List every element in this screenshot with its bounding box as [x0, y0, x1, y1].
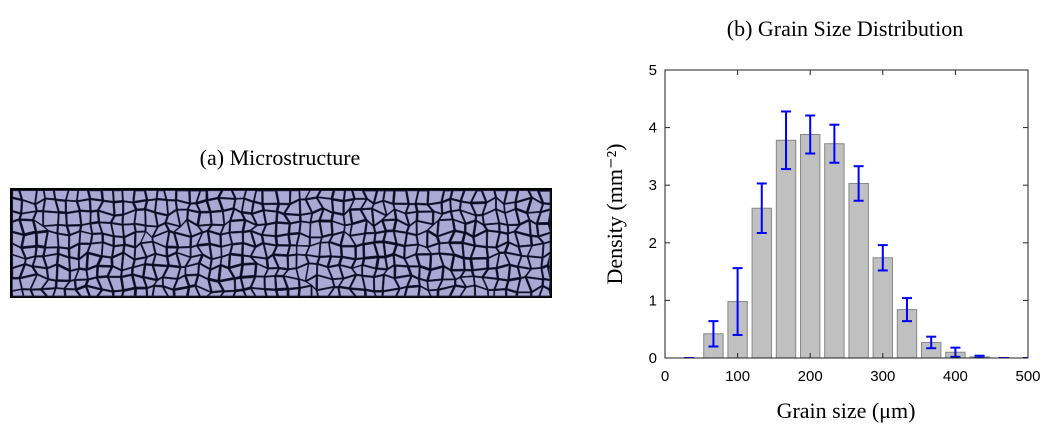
- y-tick-label: 5: [649, 62, 657, 79]
- panel-a-title: (a) Microstructure: [200, 145, 361, 170]
- error-bar: [901, 297, 912, 323]
- bar: [800, 134, 821, 358]
- error-bar: [877, 244, 888, 272]
- y-tick-label: 2: [649, 235, 657, 252]
- error-bar: [756, 182, 767, 235]
- x-tick-label: 100: [725, 368, 750, 385]
- y-axis-label: Density (mm⁻²): [602, 143, 627, 284]
- error-bar: [708, 320, 719, 348]
- x-tick-label: 200: [798, 368, 823, 385]
- y-tick-label: 3: [649, 177, 657, 194]
- bar: [824, 143, 845, 358]
- chart-title: (b) Grain Size Distribution: [727, 16, 963, 41]
- error-bar: [805, 114, 816, 155]
- y-tick-label: 0: [649, 350, 657, 367]
- error-bar: [853, 165, 864, 202]
- bar: [848, 182, 869, 358]
- x-axis-label: Grain size (μm): [777, 398, 916, 423]
- bar: [775, 139, 797, 358]
- x-tick-label: 400: [943, 368, 968, 385]
- grains: [12, 190, 551, 297]
- error-bar: [926, 335, 937, 350]
- bar: [872, 257, 893, 358]
- x-tick-label: 300: [870, 368, 895, 385]
- plot: [684, 110, 1028, 358]
- x-tick-label: 0: [661, 368, 669, 385]
- y-tick-label: 4: [649, 120, 657, 137]
- error-bar: [781, 110, 792, 171]
- axes-box: [664, 69, 1029, 359]
- microstructure: [10, 188, 552, 298]
- y-tick-label: 1: [649, 292, 657, 309]
- x-tick-label: 500: [1015, 368, 1040, 385]
- error-bar: [829, 123, 840, 164]
- error-bar: [732, 267, 743, 336]
